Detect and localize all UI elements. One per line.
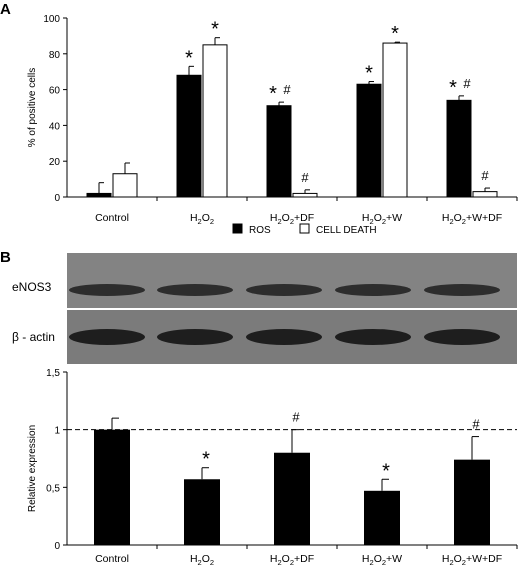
blot-band-enos3 — [157, 284, 233, 296]
x-tick-label: H2O2 — [190, 212, 214, 226]
bar-ros — [356, 83, 382, 198]
significance-hash: # — [463, 76, 471, 91]
significance-star: * — [185, 47, 193, 69]
y-axis-label: % of positive cells — [27, 68, 38, 147]
blot-label-actin: β - actin — [12, 330, 55, 344]
significance-star: * — [269, 83, 277, 105]
significance-hash: # — [283, 82, 291, 97]
y-axis-label: Relative expression — [27, 425, 38, 512]
legend-label: ROS — [249, 225, 271, 236]
blot-enos3-strip — [67, 253, 517, 308]
blot-band-actin — [335, 329, 411, 345]
significance-star: * — [365, 63, 373, 85]
legend-swatch — [232, 223, 243, 234]
significance-star: * — [382, 460, 390, 482]
x-tick-label: H2O2+DF — [270, 553, 314, 567]
bar-ros — [266, 105, 292, 198]
x-tick-label: Control — [95, 212, 129, 224]
chart-b: 0 0,5 1 1,5 Relative expression Control H2O2 * H… — [27, 368, 518, 567]
y-tick-label: 100 — [43, 14, 60, 25]
legend-label: CELL DEATH — [316, 225, 377, 236]
x-tick-label: H2O2+W+DF — [442, 212, 502, 226]
x-tick-label: H2O2+W — [362, 553, 402, 567]
significance-star: * — [449, 77, 457, 99]
y-tick-label: 60 — [49, 86, 61, 97]
blot-band-enos3 — [246, 284, 322, 296]
legend-swatch — [299, 223, 310, 234]
y-tick-label: 0,5 — [46, 483, 60, 494]
western-blot: eNOS3 β - actin — [12, 253, 517, 364]
x-tick-label: H2O2+W+DF — [442, 553, 502, 567]
blot-band-actin — [246, 329, 322, 345]
bar-cell-death — [472, 191, 498, 198]
chart-a: 0 20 40 60 80 100 % of positive cells Control H2… — [27, 14, 518, 236]
significance-hash: # — [292, 410, 300, 425]
significance-hash: # — [481, 168, 489, 183]
bar-ros — [176, 74, 202, 198]
y-tick-label: 40 — [49, 121, 61, 132]
bar-cell-death — [382, 42, 408, 198]
x-tick-label: H2O2+W — [362, 212, 402, 226]
x-tick-label: H2O2+DF — [270, 212, 314, 226]
bar-ros — [86, 192, 112, 198]
blot-band-actin — [157, 329, 233, 345]
y-tick-label: 1 — [54, 426, 60, 437]
blot-band-enos3 — [335, 284, 411, 296]
panel-b-label: B — [0, 249, 11, 266]
y-tick-label: 80 — [49, 50, 61, 61]
significance-star: * — [202, 449, 210, 471]
blot-band-actin — [69, 329, 145, 345]
bar-cell-death — [202, 44, 228, 198]
significance-star: * — [391, 23, 399, 45]
y-tick-label: 0 — [54, 193, 60, 204]
significance-hash: # — [472, 417, 480, 432]
panel-a-label: A — [0, 1, 11, 18]
bar-enos3 — [364, 490, 400, 545]
blot-label-enos3: eNOS3 — [12, 280, 52, 294]
blot-band-enos3 — [69, 284, 145, 296]
bar-enos3 — [454, 459, 490, 545]
bar-enos3 — [94, 429, 130, 545]
y-tick-label: 1,5 — [46, 368, 60, 379]
y-tick-label: 0 — [54, 541, 60, 552]
bar-cell-death — [292, 192, 318, 198]
y-tick-label: 20 — [49, 157, 61, 168]
significance-hash: # — [301, 170, 309, 185]
bar-enos3 — [274, 452, 310, 545]
bar-enos3 — [184, 479, 220, 545]
significance-star: * — [211, 19, 219, 41]
bar-ros — [446, 99, 472, 198]
x-tick-label: Control — [95, 553, 129, 565]
x-tick-label: H2O2 — [190, 553, 214, 567]
blot-band-enos3 — [424, 284, 500, 296]
bar-cell-death — [112, 173, 138, 198]
blot-band-actin — [424, 329, 500, 345]
